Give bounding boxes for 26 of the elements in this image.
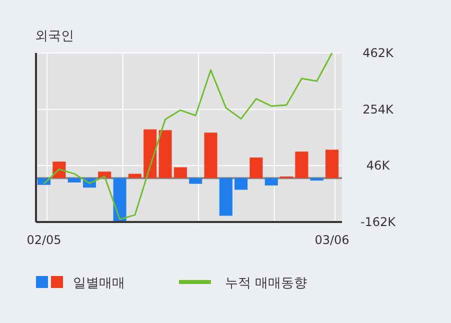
bar (144, 129, 157, 178)
bar (295, 152, 308, 178)
chart-title: 외국인 (35, 29, 74, 44)
bar (234, 178, 248, 190)
bar (98, 172, 112, 178)
bar (68, 178, 81, 182)
line-series (43, 52, 333, 220)
bar (128, 174, 142, 178)
bar (158, 130, 172, 178)
bar (174, 167, 187, 178)
y-tick-label: 462K (362, 46, 395, 60)
bar (264, 178, 278, 186)
legend-label: 일별매매 (73, 276, 125, 291)
bar (204, 132, 218, 178)
bar (325, 150, 339, 178)
bar (310, 178, 324, 181)
y-tick-label: 46K (366, 158, 391, 173)
y-tick-label: -162K (360, 215, 397, 229)
legend-label: 누적 매매동향 (225, 276, 308, 291)
bar (250, 158, 263, 178)
x-tick-label: 02/05 (26, 233, 62, 247)
bar (113, 178, 126, 222)
x-tick-label: 03/06 (314, 233, 350, 247)
bar (189, 178, 202, 184)
bar (219, 178, 232, 216)
y-tick-label: 254K (362, 102, 395, 116)
